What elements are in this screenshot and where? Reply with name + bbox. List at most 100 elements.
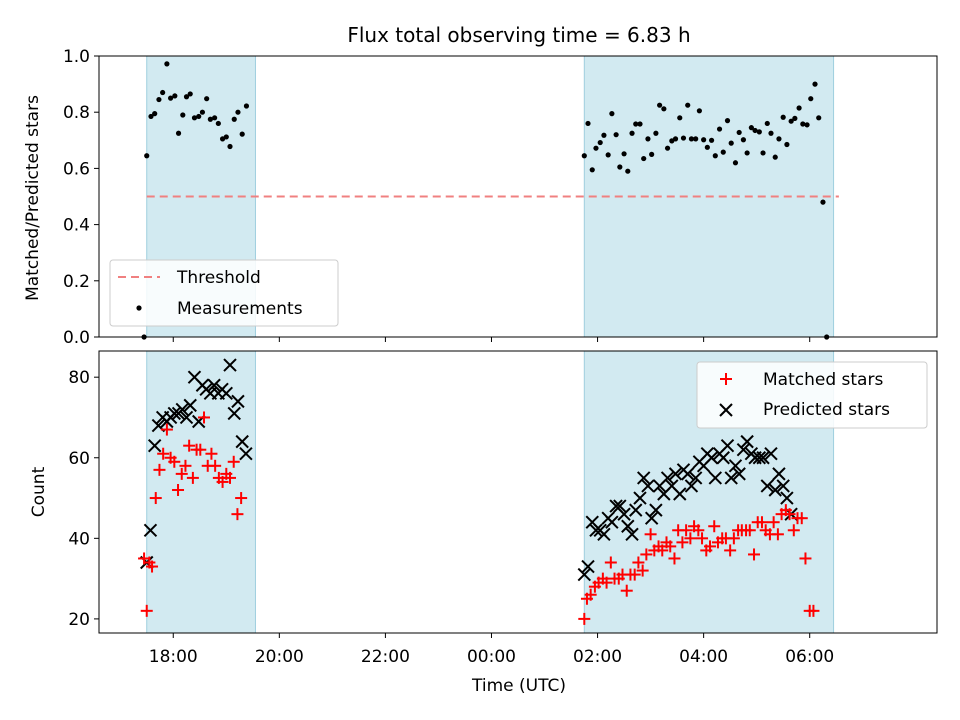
bottom-x-tick-label: 18:00 bbox=[149, 647, 198, 667]
predicted-star-point bbox=[688, 471, 703, 485]
matched-star-point bbox=[696, 532, 709, 545]
measurement-point bbox=[720, 149, 726, 155]
matched-star-point bbox=[168, 455, 181, 468]
measurement-point bbox=[764, 120, 770, 127]
bottom-legend-box bbox=[696, 361, 928, 429]
matched-star-point bbox=[584, 588, 597, 601]
matched-star-point bbox=[198, 411, 211, 424]
measurement-point bbox=[581, 153, 587, 159]
top-legend-box bbox=[109, 259, 339, 327]
top-y-tick-label: 0.2 bbox=[63, 272, 90, 292]
matched-legend-swatch bbox=[720, 373, 732, 385]
predicted-star-point bbox=[732, 467, 746, 481]
measurement-point bbox=[609, 111, 615, 117]
matched-legend-label: Matched stars bbox=[763, 370, 883, 390]
predicted-star-point bbox=[684, 479, 699, 493]
measurement-point bbox=[141, 334, 147, 340]
measurement-point bbox=[688, 136, 695, 142]
measurement-point bbox=[728, 140, 734, 146]
predicted-star-point bbox=[716, 451, 730, 465]
chart-title: Flux total observing time = 6.83 h bbox=[347, 23, 690, 47]
matched-star-point bbox=[708, 520, 721, 533]
matched-star-point bbox=[604, 556, 617, 569]
bottom-x-tick-label: 06:00 bbox=[785, 647, 834, 667]
top-y-tick-label: 0.0 bbox=[63, 328, 90, 348]
measurement-point bbox=[593, 145, 599, 151]
bottom-axes: 20 40 60 80 18:00 20:00 22:00 00:00 02:00 04:00 06… bbox=[68, 350, 938, 667]
measurement-point bbox=[191, 115, 198, 121]
bottom-x-tick-label: 02:00 bbox=[573, 647, 622, 667]
measurement-point bbox=[736, 129, 742, 136]
measurement-point bbox=[641, 155, 647, 162]
predicted-star-point bbox=[764, 447, 778, 461]
measurement-point bbox=[672, 136, 679, 142]
matched-star-point bbox=[795, 512, 808, 525]
measurement-point bbox=[756, 129, 762, 135]
predicted-star-point bbox=[772, 467, 786, 481]
predicted-star-point bbox=[780, 491, 794, 505]
measurement-point bbox=[752, 127, 758, 134]
matched-star-point bbox=[231, 508, 244, 521]
bottom-x-tick-label: 00:00 bbox=[467, 647, 516, 667]
measurement-point bbox=[820, 199, 826, 205]
matched-star-point bbox=[783, 508, 796, 521]
predicted-star-point bbox=[219, 386, 233, 401]
predicted-star-point bbox=[167, 406, 182, 421]
predicted-star-point bbox=[756, 451, 770, 465]
measurement-point bbox=[804, 122, 810, 128]
measurement-point bbox=[629, 130, 635, 136]
measurement-point bbox=[748, 125, 754, 131]
measurement-point bbox=[199, 109, 206, 115]
measurement-point bbox=[653, 130, 659, 136]
matched-star-point bbox=[664, 540, 677, 553]
predicted-star-point bbox=[724, 471, 738, 485]
matched-star-point bbox=[620, 584, 633, 597]
predicted-star-point bbox=[681, 467, 695, 481]
predicted-legend-label: Predicted stars bbox=[763, 400, 890, 420]
predicted-star-point bbox=[617, 507, 631, 521]
measurement-point bbox=[223, 134, 229, 140]
predicted-star-point bbox=[207, 378, 221, 392]
bottom-y-tick-label: 40 bbox=[68, 529, 90, 549]
measurement-point bbox=[243, 103, 250, 109]
matched-star-point bbox=[771, 528, 784, 541]
measurement-point bbox=[780, 114, 786, 120]
predicted-star-point bbox=[673, 487, 687, 501]
measurement-point bbox=[744, 150, 750, 156]
predicted-star-point bbox=[179, 410, 194, 425]
measurement-point bbox=[613, 132, 619, 138]
measurement-point bbox=[183, 94, 190, 100]
measurement-point bbox=[760, 150, 766, 156]
top-y-axis-label: Matched/Predicted stars bbox=[23, 95, 43, 301]
x-axis-label: Time (UTC) bbox=[471, 676, 566, 696]
measurement-point bbox=[816, 115, 822, 121]
matched-star-point bbox=[186, 471, 199, 484]
matched-star-point bbox=[224, 471, 237, 484]
measurement-point bbox=[796, 105, 802, 111]
predicted-star-point bbox=[239, 447, 253, 461]
matched-star-point bbox=[748, 548, 761, 561]
matched-star-point bbox=[160, 423, 173, 436]
predicted-legend-swatch bbox=[719, 403, 733, 417]
threshold-legend-label: Threshold bbox=[176, 268, 261, 288]
predicted-star-point bbox=[143, 523, 158, 537]
measurement-point bbox=[649, 151, 655, 157]
matched-star-point bbox=[235, 492, 248, 505]
predicted-star-point bbox=[589, 523, 603, 537]
matched-star-point bbox=[684, 532, 697, 545]
measurement-point bbox=[168, 95, 174, 101]
measurement-point bbox=[172, 93, 178, 99]
top-y-tick-label: 0.4 bbox=[63, 216, 90, 236]
measurement-point bbox=[156, 96, 162, 103]
matched-star-point bbox=[628, 568, 641, 581]
matched-star-point bbox=[668, 552, 681, 565]
predicted-star-point bbox=[644, 511, 659, 525]
predicted-star-point bbox=[183, 398, 197, 413]
predicted-star-point bbox=[776, 479, 790, 493]
predicted-star-point bbox=[577, 567, 592, 582]
matched-star-point bbox=[183, 439, 196, 452]
measurement-point bbox=[585, 120, 591, 127]
measurement-point bbox=[196, 113, 202, 120]
predicted-star-point bbox=[629, 503, 643, 517]
